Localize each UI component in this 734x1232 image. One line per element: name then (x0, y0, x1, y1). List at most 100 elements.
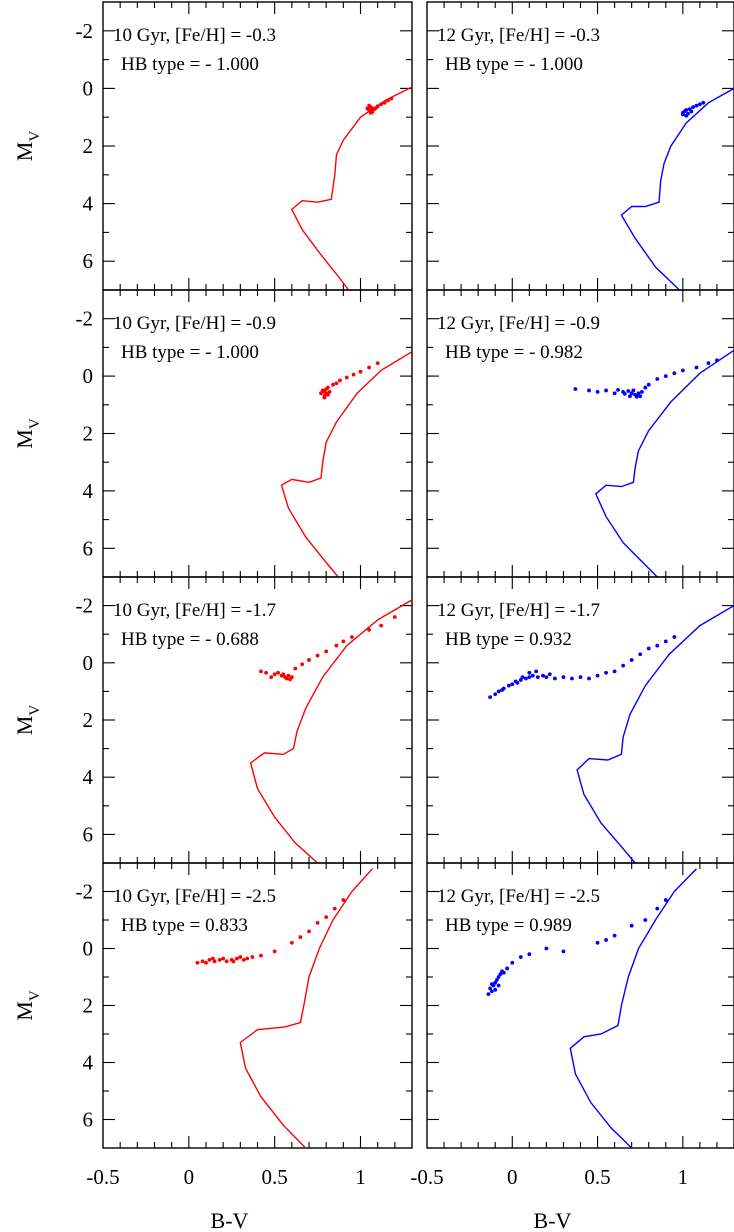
hb-star-point (224, 959, 229, 964)
panel-annotation-hb-type: HB type = - 1.000 (121, 54, 259, 75)
y-tick-label: -2 (76, 19, 94, 43)
panel-annotation-hb-type: HB type = 0.932 (445, 629, 572, 650)
hb-star-point (629, 658, 634, 662)
isochrone-line (280, 351, 412, 577)
isochrone-line (620, 87, 734, 290)
hb-star-point (325, 392, 330, 397)
hb-star-point (680, 112, 685, 117)
isochrone-line (576, 604, 734, 863)
isochrone-line (249, 599, 412, 863)
x-tick-label: 0.5 (262, 1165, 288, 1189)
hb-star-point (276, 670, 280, 675)
hb-star-point (259, 953, 263, 958)
hb-star-point (324, 915, 329, 920)
hb-star-point (367, 365, 371, 370)
hb-star-point (375, 104, 380, 109)
y-axis-title: MV (12, 131, 43, 162)
hb-star-point (286, 673, 291, 678)
panel-1: -2 0 2 4 6 MV 10 Gyr, [Fe/H] = -0.3 HB type = -… (12, 1, 413, 291)
hb-star-point (520, 675, 525, 679)
panel-annotation-age-metallicity: 10 Gyr, [Fe/H] = -2.5 (113, 886, 276, 907)
hb-star-point (628, 394, 632, 399)
hb-star-point (221, 956, 226, 961)
hb-star-point (298, 935, 303, 939)
hb-star-point (368, 110, 373, 115)
hb-star-point (238, 955, 243, 959)
hb-star-point (684, 108, 689, 112)
hb-star-point (626, 389, 631, 393)
y-tick-label: 4 (83, 765, 94, 789)
y-tick-label: 2 (83, 422, 94, 446)
hb-star-point (392, 615, 397, 619)
hb-star-point (284, 676, 289, 681)
hb-star-point (527, 952, 532, 957)
hb-star-point (535, 675, 540, 679)
hb-star-point (341, 639, 346, 644)
hb-star-point (272, 672, 277, 677)
hb-star-point (547, 672, 552, 677)
hb-star-point (655, 377, 660, 381)
hb-star-point (386, 98, 390, 103)
hb-star-point (382, 100, 387, 105)
x-tick-label: 0 (507, 1165, 518, 1189)
hb-star-point (604, 938, 608, 942)
hb-star-point (524, 676, 528, 681)
hb-star-point (640, 389, 644, 394)
hb-star-point (231, 959, 236, 964)
panel-5: -2 0 2 4 6 MV 10 Gyr, [Fe/H] = -1.7 HB type = -… (12, 576, 413, 864)
y-axis-title-subscript: V (27, 705, 43, 716)
hb-star-point (706, 361, 711, 366)
y-tick-label: 6 (83, 249, 94, 273)
hb-star-point (498, 972, 503, 977)
hb-star-point (544, 675, 549, 679)
hb-star-point (663, 639, 668, 644)
hb-star-point (496, 983, 501, 988)
hb-star-point (655, 906, 660, 911)
hb-star-point (325, 385, 330, 390)
hb-star-point (691, 105, 695, 110)
y-tick-label: 2 (83, 994, 94, 1018)
panel-annotation-age-metallicity: 12 Gyr, [Fe/H] = -2.5 (437, 886, 600, 907)
hb-star-point (629, 391, 634, 396)
y-tick-label: 2 (83, 708, 94, 732)
panel-3: -2 0 2 4 6 MV 10 Gyr, [Fe/H] = -0.9 HB type = -… (12, 289, 413, 578)
hb-star-point (684, 113, 689, 118)
hb-star-point (493, 987, 498, 992)
hb-star-point (358, 369, 363, 374)
hb-star-point (530, 673, 535, 678)
hb-star-point (281, 672, 286, 677)
x-tick-label: 1 (678, 1165, 689, 1189)
hb-star-point (636, 391, 641, 396)
hb-star-point (553, 676, 557, 681)
hb-star-point (689, 109, 694, 114)
hb-star-point (496, 975, 501, 979)
hb-star-point (680, 368, 685, 373)
hb-star-point (578, 675, 583, 679)
hb-star-point (621, 663, 626, 668)
hb-star-point (493, 692, 498, 697)
y-tick-label: 6 (83, 536, 94, 560)
y-tick-label: -2 (76, 880, 94, 904)
hb-star-point (319, 391, 323, 396)
hb-star-point (518, 955, 523, 959)
panel-annotation-age-metallicity: 10 Gyr, [Fe/H] = -0.9 (113, 313, 276, 334)
hb-star-point (634, 394, 639, 399)
isochrone-line (290, 86, 412, 290)
hb-star-point (331, 382, 335, 387)
y-tick-label: 4 (83, 1051, 94, 1075)
y-axis-title-subscript: V (27, 131, 43, 142)
hb-star-point (561, 675, 566, 679)
hb-star-point (200, 959, 205, 964)
hb-star-point (486, 992, 491, 996)
hb-star-point (672, 371, 677, 376)
hb-star-point (300, 662, 305, 667)
panel-annotation-hb-type: HB type = 0.833 (121, 915, 248, 936)
hb-star-point (570, 676, 574, 681)
hb-star-point (324, 649, 329, 654)
panel-8: -0.5 0 0.5 1 B-V 12 Gyr, [Fe/H] = -2.5 HB type… (410, 862, 734, 1232)
hb-star-point (488, 695, 493, 700)
hb-star-point (505, 966, 510, 971)
hb-star-point (307, 658, 311, 662)
hb-star-point (332, 906, 337, 911)
